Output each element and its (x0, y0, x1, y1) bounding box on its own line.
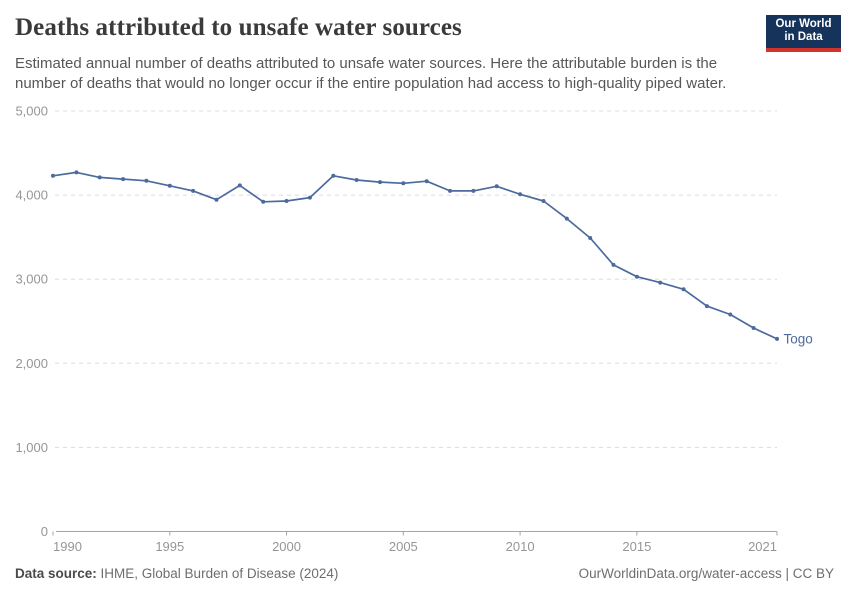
x-axis-label-2005: 2005 (389, 539, 418, 554)
data-point-2006 (424, 179, 429, 184)
y-axis-label-4000: 4,000 (15, 188, 48, 203)
data-point-1990 (51, 173, 55, 178)
data-point-2011 (541, 199, 546, 203)
data-point-2007 (448, 188, 452, 193)
data-point-2021 (775, 336, 779, 341)
x-axis-label-2015: 2015 (622, 539, 651, 554)
data-point-2002 (331, 173, 336, 178)
y-axis-label-0: 0 (41, 524, 48, 539)
data-point-2008 (471, 188, 476, 193)
data-point-2020 (751, 326, 756, 330)
page-title: Deaths attributed to unsafe water source… (15, 14, 462, 41)
data-point-2009 (494, 184, 499, 189)
data-point-2003 (354, 178, 359, 182)
data-source-value: IHME, Global Burden of Disease (2024) (96, 566, 339, 581)
owid-logo[interactable]: Our World in Data (766, 15, 841, 52)
owid-logo-red-bar (766, 48, 841, 52)
owid-logo-line1: Our World (775, 18, 832, 30)
data-point-1994 (144, 178, 149, 183)
data-point-2005 (401, 181, 406, 186)
data-point-2000 (284, 199, 289, 203)
y-axis-label-2000: 2,000 (15, 356, 48, 371)
data-point-2012 (564, 216, 569, 221)
data-point-2017 (681, 287, 686, 292)
data-point-1999 (261, 199, 266, 204)
owid-logo-line2: in Data (784, 31, 823, 43)
data-point-2019 (728, 312, 733, 317)
y-axis-label-5000: 5,000 (15, 104, 48, 119)
x-axis-label-2021: 2021 (748, 539, 777, 554)
data-point-1992 (97, 175, 102, 180)
x-axis-label-2010: 2010 (506, 539, 535, 554)
x-axis-label-1995: 1995 (155, 539, 184, 554)
line-chart: 0 1,000 2,000 3,000 4,000 5,000 1990 1995 2000 20… (15, 104, 813, 555)
y-axis-label-1000: 1,000 (15, 440, 48, 455)
data-point-1996 (191, 188, 196, 193)
data-point-1995 (167, 183, 172, 188)
entity-label-togo[interactable]: Togo (784, 331, 813, 346)
data-point-2015 (634, 274, 639, 279)
x-axis-label-1990: 1990 (53, 539, 82, 554)
y-axis-label-3000: 3,000 (15, 272, 48, 287)
subtitle-line-2: number of deaths that would no longer oc… (15, 74, 727, 92)
data-point-1993 (121, 177, 126, 182)
data-point-1997 (214, 197, 219, 202)
data-source: Data source: IHME, Global Burden of Dise… (15, 566, 338, 581)
data-point-2016 (658, 280, 663, 285)
data-point-2004 (378, 180, 382, 185)
data-point-2013 (588, 236, 593, 240)
data-point-2001 (307, 195, 312, 200)
subtitle-line-1: Estimated annual number of deaths attrib… (15, 55, 718, 72)
owid-logo-box: Our World in Data (766, 15, 841, 48)
data-point-2018 (704, 304, 709, 309)
data-point-1991 (74, 170, 79, 175)
chart-subtitle: Estimated annual number of deaths attrib… (15, 54, 735, 93)
data-point-1998 (237, 183, 242, 188)
owid-url-link[interactable]: OurWorldinData.org/water-access (578, 566, 782, 581)
data-point-2014 (611, 262, 616, 267)
series-line-togo (52, 171, 778, 340)
data-source-label: Data source: (15, 566, 97, 581)
x-axis-label-2000: 2000 (272, 539, 301, 554)
chart-footer: Data source: IHME, Global Burden of Dise… (15, 566, 834, 581)
attribution: OurWorldinData.org/water-access | CC BY (579, 566, 834, 581)
data-point-2010 (518, 192, 523, 197)
license-text: | CC BY (781, 566, 834, 581)
